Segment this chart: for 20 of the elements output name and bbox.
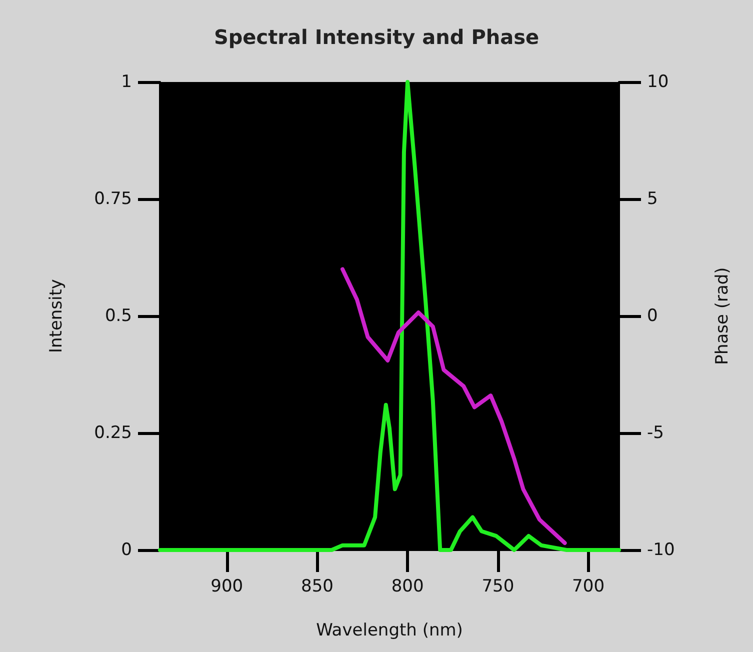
x-tick-label: 800 (391, 576, 424, 596)
chart-title: Spectral Intensity and Phase (214, 25, 540, 49)
x-tick-label: 900 (210, 576, 244, 596)
y2-tick-label: 10 (647, 72, 669, 92)
y-tick-label: 0.5 (104, 306, 132, 326)
x-tick-label: 700 (572, 576, 605, 596)
y2-axis-title: Phase (rad) (712, 267, 732, 365)
x-axis-title: Wavelength (nm) (316, 620, 463, 640)
y-tick-label: 0.25 (94, 423, 132, 443)
y2-tick-label: 5 (647, 189, 658, 209)
y-tick-label: 0.75 (94, 189, 132, 209)
y-tick-label: 1 (121, 72, 132, 92)
y2-tick-label: -5 (647, 423, 664, 443)
line-series (340, 267, 567, 545)
y-axis-title: Intensity (46, 279, 66, 353)
x-tick-label: 850 (300, 576, 334, 596)
y2-tick-label: -10 (647, 540, 675, 560)
y-tick-label: 0 (121, 540, 132, 560)
y2-tick-label: 0 (647, 306, 658, 326)
x-tick-label: 750 (482, 576, 514, 596)
